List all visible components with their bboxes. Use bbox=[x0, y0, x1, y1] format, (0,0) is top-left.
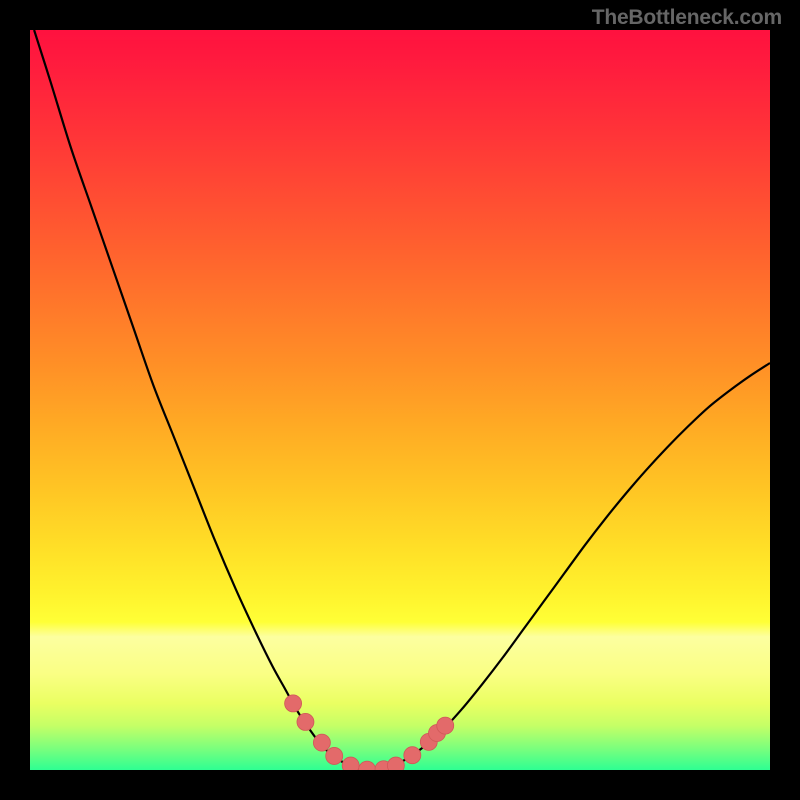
data-marker bbox=[326, 747, 343, 764]
plot-area bbox=[30, 30, 770, 778]
plot-background bbox=[30, 30, 770, 770]
data-marker bbox=[437, 717, 454, 734]
data-marker bbox=[313, 734, 330, 751]
data-marker bbox=[404, 747, 421, 764]
watermark: TheBottleneck.com bbox=[592, 6, 782, 30]
chart-canvas bbox=[0, 0, 800, 800]
data-marker bbox=[297, 713, 314, 730]
data-marker bbox=[285, 695, 302, 712]
